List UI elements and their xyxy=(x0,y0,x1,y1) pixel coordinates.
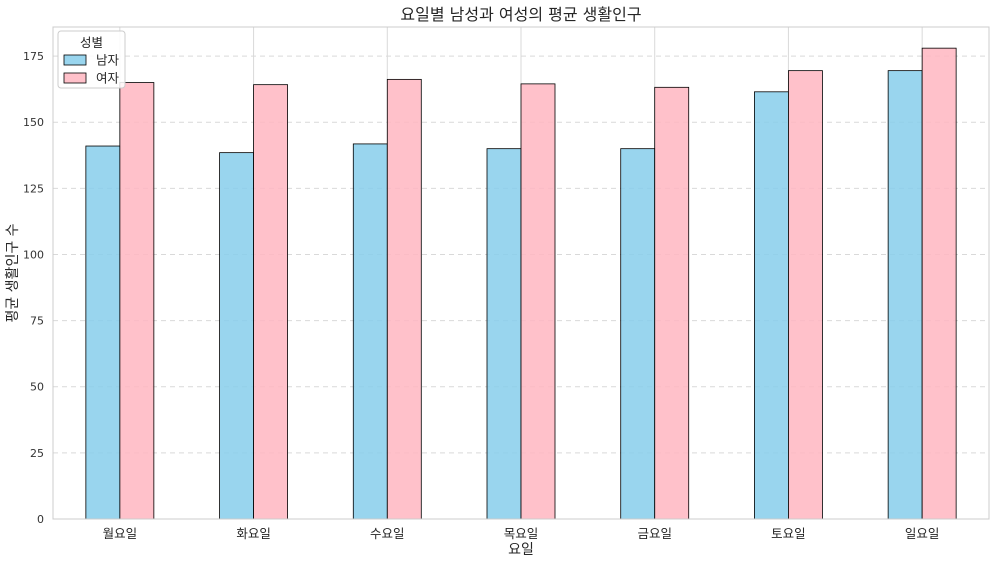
legend-title: 성별 xyxy=(80,35,103,50)
bar-female xyxy=(253,84,288,520)
bar-male xyxy=(486,148,522,520)
chart-title: 요일별 남성과 여성의 평균 생활인구 xyxy=(400,5,641,24)
bar-male xyxy=(85,145,121,520)
y-tick-label: 50 xyxy=(30,381,44,394)
bar-male xyxy=(754,91,789,520)
x-tick-label: 목요일 xyxy=(504,526,539,541)
bar-female xyxy=(119,82,155,520)
bar-female xyxy=(654,86,690,520)
bar-male xyxy=(620,148,656,520)
bar-female xyxy=(520,83,556,520)
y-tick-label: 150 xyxy=(23,116,44,129)
x-tick-label: 월요일 xyxy=(103,526,138,541)
y-tick-label: 75 xyxy=(30,315,44,328)
bar-male xyxy=(219,152,254,520)
x-tick-labels: 월요일 화요일 수요일 목요일 금요일 토요일 일요일 xyxy=(103,526,940,541)
bar-male xyxy=(887,70,923,520)
bar-female xyxy=(386,78,422,520)
x-tick-label: 토요일 xyxy=(771,526,806,541)
y-tick-label: 25 xyxy=(30,447,44,460)
legend-label: 여자 xyxy=(96,71,120,86)
y-tick-labels: 0 25 50 75 100 125 150 175 xyxy=(23,50,44,526)
x-tick-label: 수요일 xyxy=(370,526,405,541)
y-tick-label: 175 xyxy=(23,50,44,63)
legend-swatch xyxy=(63,54,87,66)
x-tick-label: 일요일 xyxy=(905,526,940,541)
y-tick-label: 0 xyxy=(37,513,44,526)
y-axis-title: 평균 생활인구 수 xyxy=(5,223,21,322)
bar-female xyxy=(921,47,957,520)
y-tick-label: 100 xyxy=(23,248,44,261)
plot-frame xyxy=(52,26,990,520)
x-tick-label: 화요일 xyxy=(236,526,271,541)
bars xyxy=(85,47,957,520)
bar-female xyxy=(788,70,823,520)
y-tick-label: 125 xyxy=(23,182,44,195)
x-tick-label: 금요일 xyxy=(637,526,672,541)
bar-male xyxy=(352,143,388,520)
x-axis-title: 요일 xyxy=(508,542,534,558)
legend-label: 남자 xyxy=(96,53,120,68)
legend-swatch xyxy=(63,72,87,84)
